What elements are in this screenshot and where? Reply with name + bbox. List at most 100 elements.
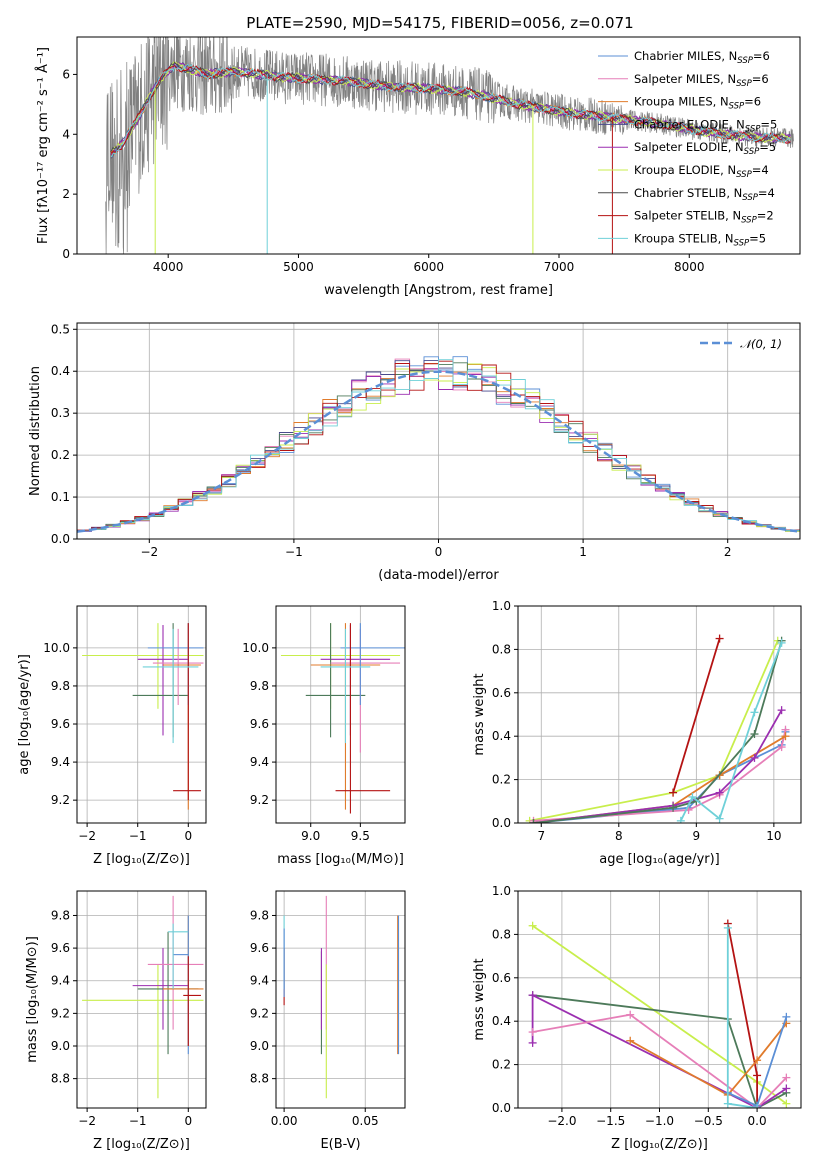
y-axis-label: Normed distribution [28, 366, 43, 496]
x-axis-label: wavelength [Angstrom, rest frame] [324, 283, 553, 298]
weight-line [529, 640, 779, 822]
y-tick-label: 9.0 [250, 1039, 269, 1053]
axes-spectrum: 4000 5000 6000 7000 8000 0 2 4 6 wavelength [Angs… [35, 36, 801, 298]
x-tick-label: 0 [184, 829, 192, 843]
plot-area-spectrum [105, 37, 794, 254]
model-spectrum [110, 64, 791, 156]
legend-sub: SSP [741, 216, 757, 226]
legend-value: =4 [758, 186, 775, 200]
x-tick-label: 4000 [153, 260, 184, 274]
y-tick-label: 9.2 [250, 793, 269, 807]
y-tick-label: 9.6 [250, 717, 269, 731]
x-tick-label: 6000 [413, 260, 444, 274]
y-tick-label: 9.6 [250, 941, 269, 955]
legend-label: Chabrier ELODIE, N [634, 117, 745, 131]
y-tick-label: 9.2 [51, 793, 70, 807]
x-tick-label: −1 [129, 1114, 147, 1128]
y-tick-label: 10.0 [43, 641, 70, 655]
plot-area-weight-vs-age [525, 634, 790, 823]
y-tick-label: 9.4 [51, 974, 70, 988]
y-axis-label: mass weight [472, 958, 487, 1040]
x-tick-label: −2 [78, 1114, 96, 1128]
y-tick-label: 0.3 [51, 406, 70, 420]
plot-area-age-vs-mass [280, 623, 405, 814]
legend-sub: SSP [737, 56, 753, 66]
x-axis-label: age [log₁₀(age/yr)] [599, 852, 720, 867]
legend-entry: Salpeter STELIB, NSSP=2 [634, 209, 774, 226]
x-axis-label: E(B-V) [320, 1137, 360, 1152]
y-tick-label: 9.4 [51, 755, 70, 769]
y-tick-label: 0.8 [492, 927, 511, 941]
y-tick-label: 0.6 [492, 686, 511, 700]
plot-area-mass-vs-Z [82, 895, 204, 1099]
legend-sub: SSP [734, 238, 750, 248]
x-axis-label: (data-model)/error [378, 568, 499, 583]
plot-area-mass-vs-ebv [283, 895, 400, 1099]
axes-weight-vs-age: 7 8 9 10 0.0 0.2 0.4 0.6 0.8 1.0 age [log₁₀(age/yr… [472, 599, 802, 867]
x-tick-label: −2 [140, 545, 158, 559]
y-tick-label: 9.8 [51, 679, 70, 693]
axes-residuals: −2 −1 0 1 2 0.0 0.1 0.2 0.3 0.4 0.5 𝒩(0, 1) (data-mo… [28, 322, 801, 583]
axes-weight-vs-Z: −2.0 −1.5 −1.0 −0.5 0.0 0.0 0.2 0.4 0.6 0.8 1.0 Z [… [472, 884, 802, 1152]
axes-mass-vs-ebv: 0.00 0.05 8.8 9.0 9.2 9.4 9.6 9.8 E(B-V) [250, 890, 406, 1152]
legend-entry: Chabrier STELIB, NSSP=4 [634, 186, 775, 203]
weight-line [629, 1022, 788, 1097]
y-tick-label: 9.2 [250, 1006, 269, 1020]
x-axis-label: mass [log₁₀(M/M⊙)] [277, 852, 404, 867]
x-tick-label: 7000 [544, 260, 575, 274]
legend-entry: Salpeter MILES, NSSP=6 [634, 72, 769, 89]
x-tick-label: 5000 [283, 260, 314, 274]
x-axis-label: Z [log₁₀(Z/Z⊙)] [93, 1137, 190, 1152]
y-tick-label: 0.4 [51, 364, 70, 378]
x-tick-label: 0.0 [748, 1114, 767, 1128]
y-tick-label: 9.8 [250, 908, 269, 922]
model-spectrum [110, 63, 791, 159]
axes-frame [76, 36, 801, 255]
legend-label: Chabrier MILES, N [634, 49, 737, 63]
legend-label: Salpeter ELODIE, N [634, 140, 744, 154]
axes-frame [76, 605, 207, 824]
model-spectrum [110, 63, 791, 158]
y-tick-label: 0.4 [492, 729, 511, 743]
y-tick-label: 0 [62, 247, 70, 261]
x-tick-label: −1.0 [645, 1114, 674, 1128]
legend-sub: SSP [745, 124, 761, 134]
x-tick-label: −2.0 [547, 1114, 576, 1128]
axes-age-vs-mass: 9.0 9.5 9.2 9.4 9.6 9.8 10.0 mass [log₁₀(M/M⊙)] [242, 605, 406, 867]
y-tick-label: 1.0 [492, 884, 511, 898]
x-axis-label: Z [log₁₀(Z/Z⊙)] [611, 1137, 708, 1152]
weight-line [532, 994, 787, 1108]
weight-line [672, 638, 721, 793]
x-tick-label: −1 [129, 829, 147, 843]
weight-line [531, 993, 787, 1108]
figure-title: PLATE=2590, MJD=54175, FIBERID=0056, z=0… [246, 14, 633, 32]
x-tick-label: 9.0 [301, 829, 320, 843]
y-tick-label: 9.4 [250, 974, 269, 988]
y-tick-label: 0.1 [51, 490, 70, 504]
y-tick-label: 9.2 [51, 1006, 70, 1020]
weight-line [726, 923, 758, 1108]
legend-value: =5 [759, 140, 776, 154]
x-axis-label: Z [log₁₀(Z/Z⊙)] [93, 852, 190, 867]
y-tick-label: 10.0 [242, 641, 269, 655]
x-tick-label: −2 [78, 829, 96, 843]
y-tick-label: 0.2 [492, 773, 511, 787]
legend-sub: SSP [742, 193, 758, 203]
plot-area-age-vs-Z [82, 623, 204, 810]
legend-label: Kroupa MILES, N [634, 95, 729, 109]
x-tick-label: 2 [724, 545, 732, 559]
x-tick-label: 1 [579, 545, 587, 559]
y-axis-label: mass weight [472, 673, 487, 755]
x-tick-label: 10 [766, 829, 781, 843]
axes-frame [517, 605, 802, 824]
y-tick-label: 8.8 [51, 1072, 70, 1086]
legend-value: =6 [753, 49, 770, 63]
legend-entry: Chabrier ELODIE, NSSP=5 [634, 117, 777, 134]
x-tick-label: 8 [615, 829, 623, 843]
y-tick-label: 8.8 [250, 1072, 269, 1086]
y-tick-label: 0.0 [492, 816, 511, 830]
y-tick-label: 0.5 [51, 322, 70, 336]
weight-line [532, 1013, 788, 1108]
